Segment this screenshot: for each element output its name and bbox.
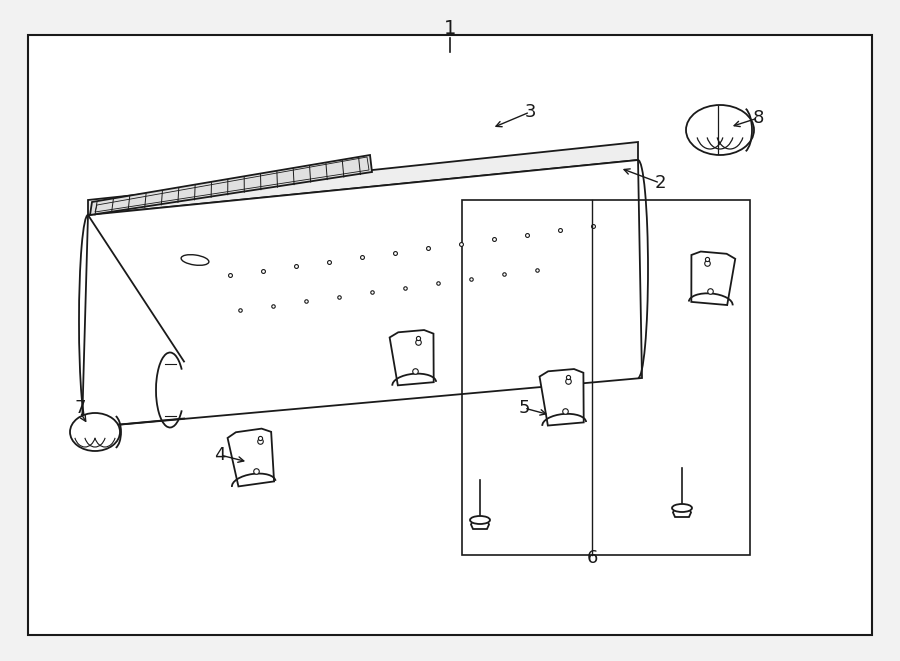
Polygon shape — [82, 160, 642, 428]
Ellipse shape — [70, 413, 120, 451]
Text: 1: 1 — [444, 19, 456, 38]
Text: 6: 6 — [586, 549, 598, 567]
Polygon shape — [90, 155, 372, 215]
Polygon shape — [673, 508, 691, 517]
Ellipse shape — [672, 504, 692, 512]
Polygon shape — [471, 520, 489, 529]
Ellipse shape — [686, 105, 754, 155]
Text: 3: 3 — [524, 103, 536, 121]
Text: 8: 8 — [752, 109, 764, 127]
Text: 4: 4 — [214, 446, 226, 464]
Text: 5: 5 — [518, 399, 530, 417]
Bar — [462, 200, 750, 555]
Ellipse shape — [470, 516, 490, 524]
Text: 2: 2 — [654, 174, 666, 192]
Text: 7: 7 — [74, 399, 86, 417]
Polygon shape — [691, 252, 735, 305]
Polygon shape — [228, 428, 274, 486]
Polygon shape — [88, 142, 638, 215]
Polygon shape — [540, 369, 584, 426]
Polygon shape — [390, 330, 434, 385]
